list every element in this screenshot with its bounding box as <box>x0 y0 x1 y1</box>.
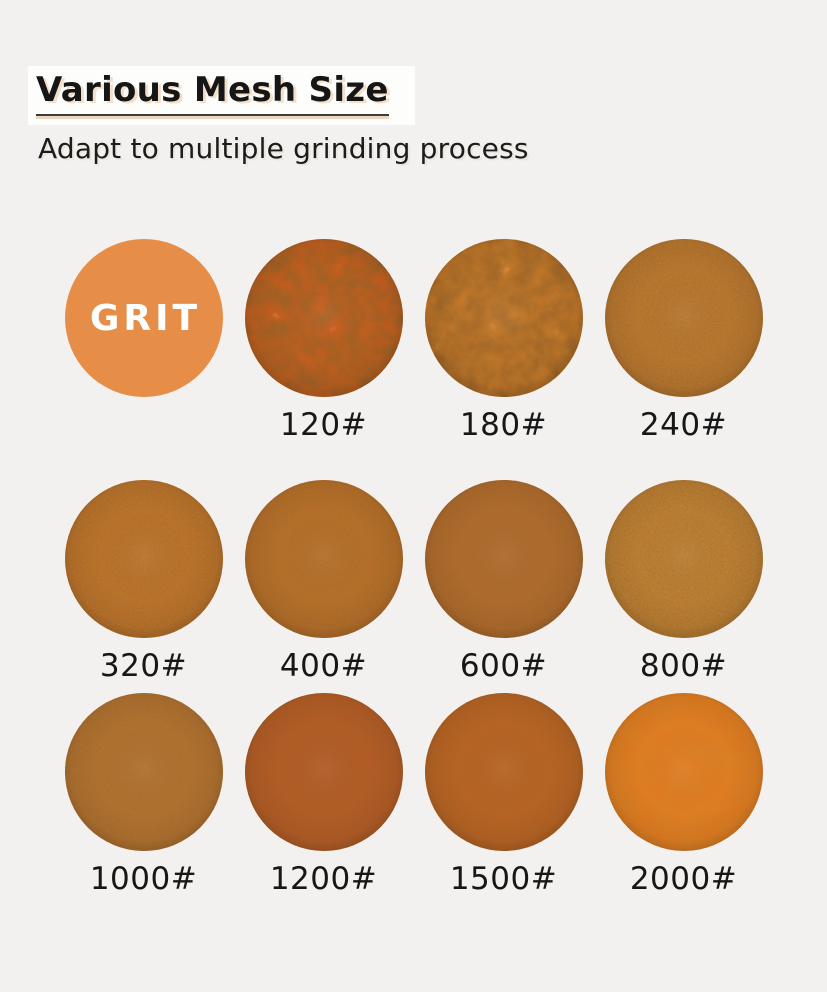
sandpaper-disc-image <box>64 692 223 851</box>
grit-row-3: 1000# 1200# <box>0 692 827 898</box>
disc-cell-600: 600# <box>424 480 583 685</box>
sandpaper-disc-image <box>64 480 223 639</box>
sandpaper-disc-image <box>244 480 403 639</box>
grit-size-label: 1200# <box>269 860 378 897</box>
disc-cell-320: 320# <box>64 480 223 685</box>
grit-size-label: 1500# <box>449 860 558 897</box>
title-box: Various Mesh Size <box>28 66 415 126</box>
sandpaper-disc-image <box>604 239 763 398</box>
disc-cell-120: 120# <box>244 239 403 444</box>
grit-row-2: 320# 400# <box>0 480 827 685</box>
disc-vignette <box>424 239 583 398</box>
grit-size-label: 320# <box>99 648 188 685</box>
grit-badge: GRIT <box>64 239 223 398</box>
sandpaper-disc-image <box>604 692 763 851</box>
grit-grid: GRIT 120# <box>0 239 827 897</box>
disc-cell-800: 800# <box>604 480 763 685</box>
disc-cell-1500: 1500# <box>424 692 583 898</box>
sandpaper-disc-image <box>244 239 403 398</box>
grit-size-label: 2000# <box>629 860 738 897</box>
disc-vignette <box>64 692 223 851</box>
disc-vignette <box>244 239 403 398</box>
grit-size-label: 240# <box>639 407 728 444</box>
sandpaper-disc-image <box>424 480 583 639</box>
disc-vignette <box>244 480 403 639</box>
grit-size-label: 800# <box>639 648 728 685</box>
grit-size-label: 120# <box>279 407 368 444</box>
grit-row-1: GRIT 120# <box>0 239 827 444</box>
disc-vignette <box>424 692 583 851</box>
disc-cell-240: 240# <box>604 239 763 444</box>
grit-size-label: 600# <box>459 648 548 685</box>
grit-size-label: 400# <box>279 648 368 685</box>
grit-label-spacer <box>138 408 148 444</box>
disc-vignette <box>424 480 583 639</box>
grit-badge-cell: GRIT <box>64 239 223 444</box>
disc-cell-1200: 1200# <box>244 692 403 898</box>
grit-size-label: 180# <box>459 407 548 444</box>
page-title: Various Mesh Size <box>36 71 389 117</box>
disc-vignette <box>244 692 403 851</box>
disc-cell-1000: 1000# <box>64 692 223 898</box>
sandpaper-disc-image <box>424 239 583 398</box>
disc-vignette <box>604 480 763 639</box>
disc-cell-400: 400# <box>244 480 403 685</box>
disc-vignette <box>604 692 763 851</box>
disc-vignette <box>64 480 223 639</box>
grit-badge-label: GRIT <box>89 297 202 339</box>
page-subtitle: Adapt to multiple grinding process <box>38 132 529 166</box>
sandpaper-disc-image <box>244 692 403 851</box>
sandpaper-disc-image <box>604 480 763 639</box>
grit-size-label: 1000# <box>89 860 198 897</box>
disc-cell-180: 180# <box>424 239 583 444</box>
sandpaper-disc-image <box>424 692 583 851</box>
disc-vignette <box>604 239 763 398</box>
disc-cell-2000: 2000# <box>604 692 763 898</box>
